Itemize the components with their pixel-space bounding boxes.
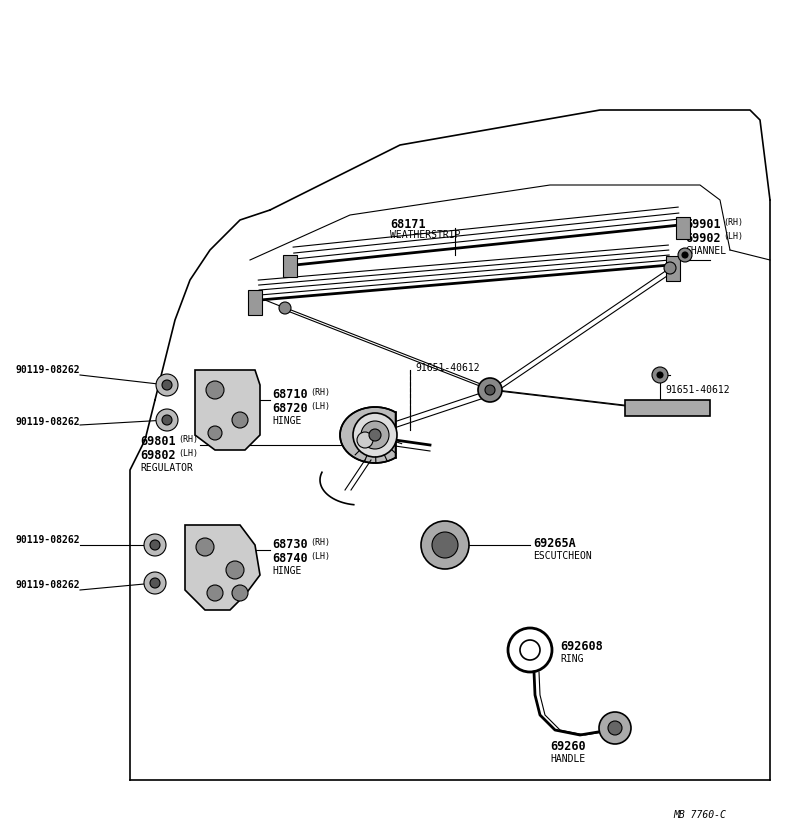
- Text: 90119-08262: 90119-08262: [15, 365, 80, 375]
- Circle shape: [144, 534, 166, 556]
- Text: 69902: 69902: [685, 232, 721, 245]
- Text: (LH): (LH): [723, 232, 743, 241]
- Polygon shape: [195, 370, 260, 450]
- Text: 90119-08262: 90119-08262: [15, 417, 80, 427]
- Circle shape: [485, 385, 495, 395]
- Text: 91651-40612: 91651-40612: [415, 363, 480, 373]
- Circle shape: [361, 421, 389, 449]
- Text: (RH): (RH): [723, 218, 743, 227]
- Circle shape: [150, 578, 160, 588]
- Circle shape: [599, 712, 631, 744]
- Text: 68171: 68171: [390, 218, 426, 231]
- Text: 68720: 68720: [272, 402, 308, 415]
- Text: RING: RING: [560, 654, 583, 664]
- Circle shape: [421, 521, 469, 569]
- Text: WEATHERSTRIP: WEATHERSTRIP: [390, 230, 461, 240]
- Text: 69265A: 69265A: [533, 537, 576, 550]
- Text: HINGE: HINGE: [272, 566, 302, 576]
- Text: 68740: 68740: [272, 552, 308, 565]
- Text: (LH): (LH): [178, 449, 198, 458]
- Circle shape: [232, 585, 248, 601]
- Circle shape: [207, 585, 223, 601]
- Text: 91651-40612: 91651-40612: [665, 385, 730, 395]
- Polygon shape: [340, 407, 395, 463]
- Circle shape: [353, 413, 397, 457]
- Polygon shape: [185, 525, 260, 610]
- Circle shape: [162, 380, 172, 390]
- Text: ESCUTCHEON: ESCUTCHEON: [533, 551, 592, 561]
- Circle shape: [226, 561, 244, 579]
- Text: CHANNEL: CHANNEL: [685, 246, 726, 256]
- Bar: [625, 400, 710, 416]
- Circle shape: [357, 432, 373, 448]
- Circle shape: [682, 252, 688, 258]
- Text: (LH): (LH): [310, 402, 330, 411]
- Circle shape: [144, 572, 166, 594]
- Circle shape: [657, 372, 663, 378]
- Circle shape: [196, 538, 214, 556]
- Circle shape: [162, 415, 172, 425]
- Text: HANDLE: HANDLE: [550, 754, 586, 764]
- Circle shape: [664, 262, 676, 274]
- Bar: [666, 256, 680, 281]
- Circle shape: [156, 374, 178, 396]
- Text: HINGE: HINGE: [272, 416, 302, 426]
- Circle shape: [206, 381, 224, 399]
- Text: 90119-08262: 90119-08262: [15, 580, 80, 590]
- Circle shape: [208, 426, 222, 440]
- Circle shape: [478, 378, 502, 402]
- Circle shape: [369, 429, 381, 441]
- Bar: [676, 217, 690, 239]
- Text: 68730: 68730: [272, 538, 308, 551]
- Circle shape: [156, 409, 178, 431]
- Text: MB 7760-C: MB 7760-C: [674, 810, 726, 820]
- Text: (RH): (RH): [310, 538, 330, 547]
- Bar: [283, 255, 297, 277]
- Circle shape: [608, 721, 622, 735]
- Text: 68710: 68710: [272, 388, 308, 401]
- Text: 69801: 69801: [140, 435, 176, 448]
- Circle shape: [678, 248, 692, 262]
- Text: REGULATOR: REGULATOR: [140, 463, 193, 473]
- Text: 69802: 69802: [140, 449, 176, 462]
- Circle shape: [432, 532, 458, 558]
- Text: (LH): (LH): [310, 552, 330, 561]
- Text: (RH): (RH): [310, 388, 330, 397]
- Text: 90119-08262: 90119-08262: [15, 535, 80, 545]
- Text: 69901: 69901: [685, 218, 721, 231]
- Circle shape: [279, 302, 291, 314]
- Circle shape: [232, 412, 248, 428]
- Text: (RH): (RH): [178, 435, 198, 444]
- Circle shape: [652, 367, 668, 383]
- Text: 69260: 69260: [550, 740, 586, 753]
- Text: 692608: 692608: [560, 640, 602, 653]
- Bar: [248, 290, 262, 315]
- Circle shape: [150, 540, 160, 550]
